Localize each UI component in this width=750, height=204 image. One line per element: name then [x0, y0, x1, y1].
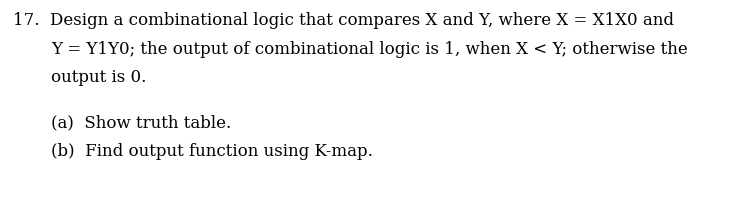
Text: (b)  Find output function using K-map.: (b) Find output function using K-map.	[51, 142, 373, 159]
Text: (a)  Show truth table.: (a) Show truth table.	[51, 114, 231, 131]
Text: output is 0.: output is 0.	[51, 69, 146, 85]
Text: Y = Y1Y0; the output of combinational logic is 1, when X < Y; otherwise the: Y = Y1Y0; the output of combinational lo…	[51, 40, 688, 57]
Text: 17.  Design a combinational logic that compares X and Y, where X = X1X0 and: 17. Design a combinational logic that co…	[13, 12, 674, 29]
